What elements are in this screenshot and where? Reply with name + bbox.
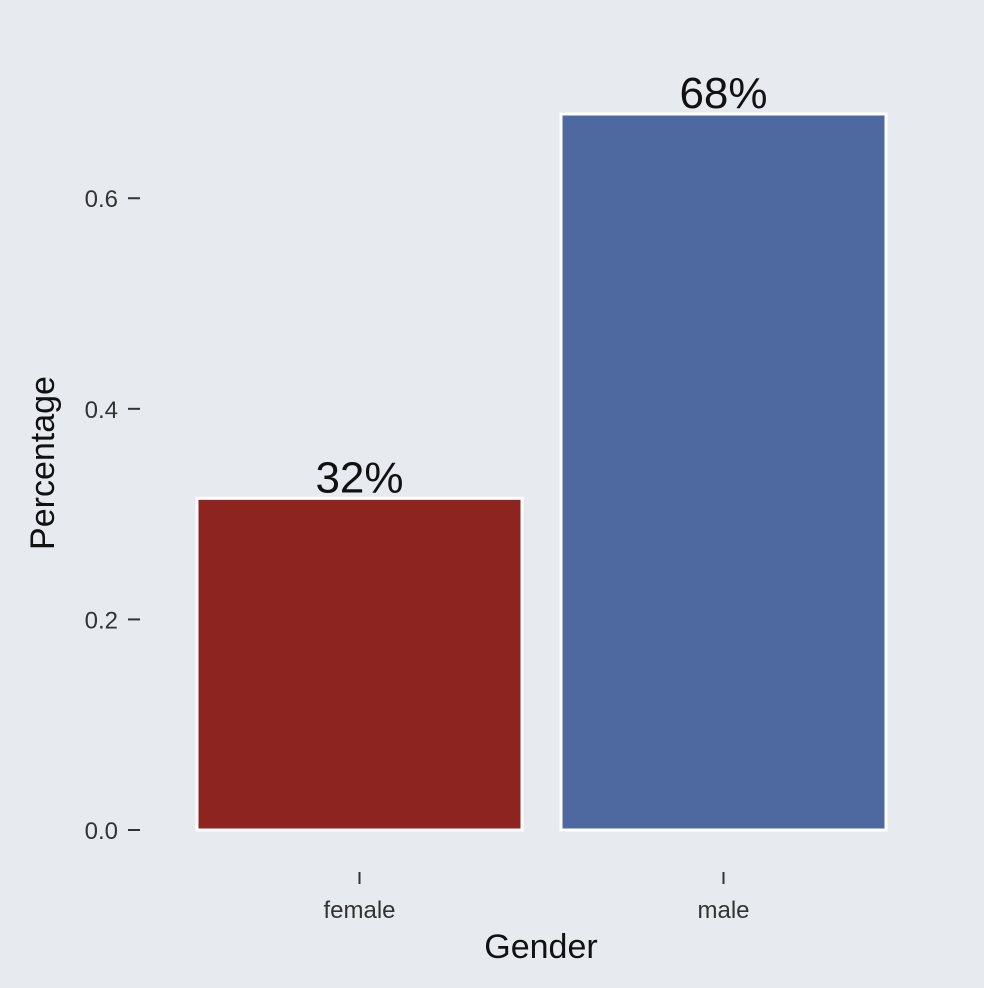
bar-male	[559, 112, 888, 832]
y-axis-title: Percentage	[24, 376, 62, 550]
data-label-female: 32%	[315, 453, 403, 502]
data-label-male: 68%	[679, 69, 767, 118]
y-tick-label: 0.4	[85, 397, 118, 424]
y-tick-label: 0.6	[85, 186, 118, 213]
x-tick-label: female	[323, 897, 395, 924]
bars: 32% 68%	[195, 69, 888, 832]
bar-female	[195, 496, 524, 832]
y-tick-label: 0.2	[85, 607, 118, 634]
y-tick-label: 0.0	[85, 818, 118, 845]
x-axis: female male	[323, 872, 750, 924]
x-tick-label: male	[697, 897, 749, 924]
y-axis: 0.0 0.2 0.4 0.6	[85, 186, 140, 845]
x-axis-title: Gender	[484, 928, 597, 966]
